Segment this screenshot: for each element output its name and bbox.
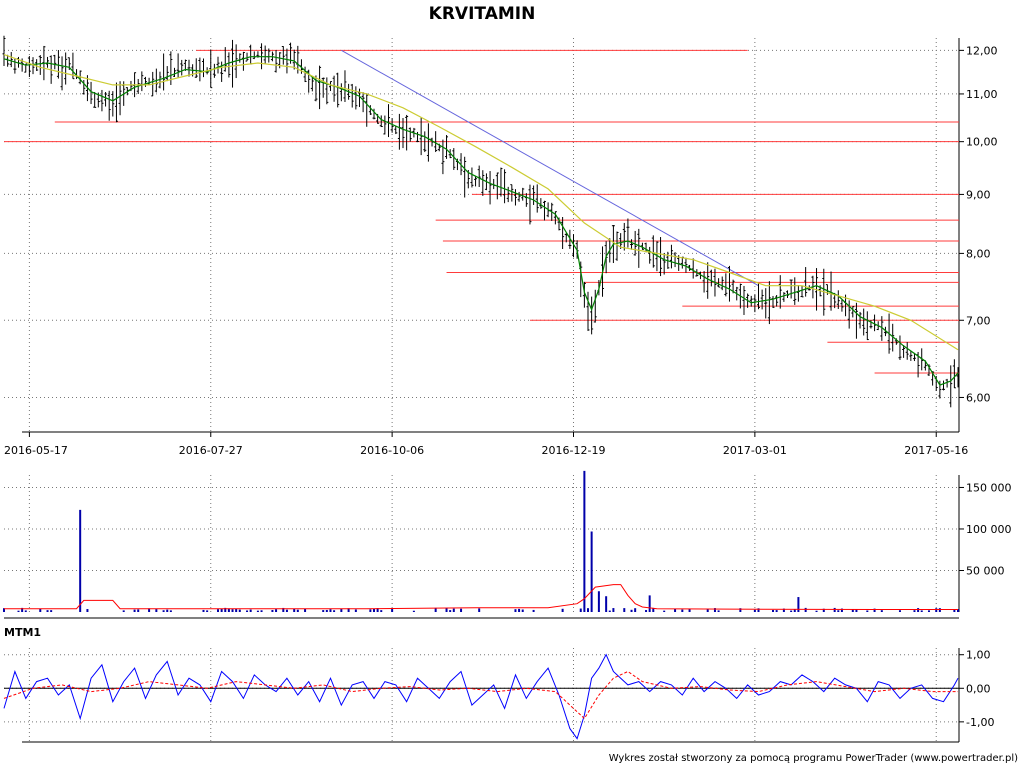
footer-credit: Wykres został stworzony za pomocą progra… [609, 753, 1018, 764]
price-xtick-label-2: 2016-10-06 [360, 444, 424, 457]
mtm-ytick-label-0: 1,00 [966, 649, 991, 662]
mtm-panel-label: MTM1 [4, 626, 41, 639]
mtm-signal-line [3, 670, 958, 720]
mtm-ytick-label-2: -1,00 [966, 716, 994, 729]
volume-ytick-label-2: 50 000 [966, 564, 1005, 577]
trendline [341, 49, 759, 287]
price-panel: 12,00 11,00 10,00 9,00 8,00 7,00 6,00 2016-05-1… [2, 35, 998, 457]
price-xtick-label-1: 2016-07-27 [179, 444, 243, 457]
price-xtick-label-4: 2017-03-01 [723, 444, 787, 457]
price-ytick-label-5: 7,00 [966, 314, 991, 327]
price-xtick-label-0: 2016-05-17 [4, 444, 68, 457]
volume-ytick-label-0: 150 000 [966, 481, 1012, 494]
volume-panel: 150 000 100 000 50 000 [3, 470, 1012, 619]
mtm-ytick-label-1: 0,00 [966, 682, 991, 695]
price-ma-short-line [3, 56, 959, 386]
price-ytick-label-2: 10,00 [966, 136, 998, 149]
price-ytick-label-0: 12,00 [966, 44, 998, 57]
price-ytick-label-3: 9,00 [966, 188, 991, 201]
price-ytick-label-1: 11,00 [966, 88, 998, 101]
volume-ytick-label-1: 100 000 [966, 523, 1012, 536]
volume-average-line [4, 584, 958, 610]
chart-title: KRVITAMIN [429, 4, 536, 24]
price-xtick-label-5: 2017-05-16 [904, 444, 968, 457]
price-ma-long-line [3, 54, 959, 351]
price-ytick-label-6: 6,00 [966, 391, 991, 404]
price-xtick-label-3: 2016-12-19 [542, 444, 606, 457]
mtm-line [3, 653, 959, 740]
mtm-panel: 1,00 0,00 -1,00 [3, 648, 994, 743]
price-ytick-label-4: 8,00 [966, 247, 991, 260]
